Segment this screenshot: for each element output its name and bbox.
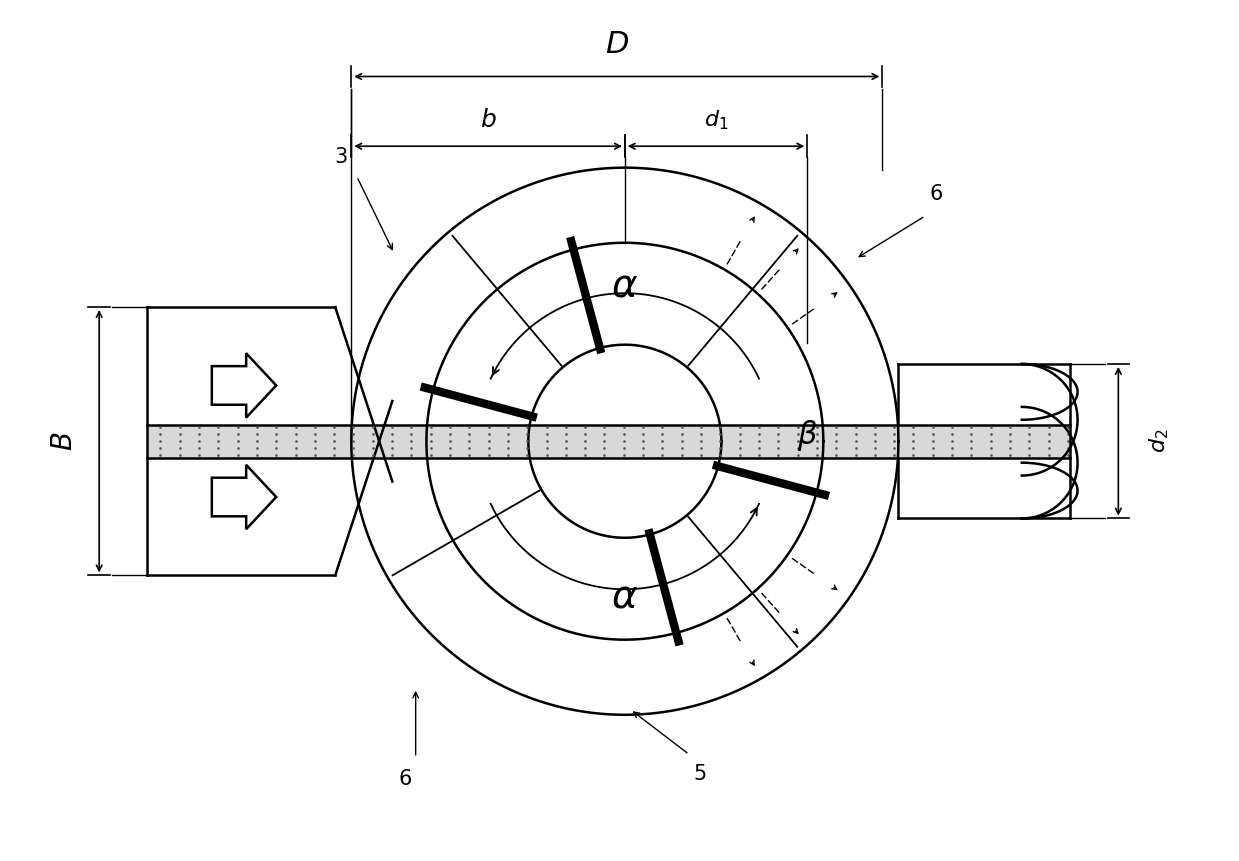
Text: 6: 6 <box>929 184 943 205</box>
Text: $\alpha$: $\alpha$ <box>611 579 638 616</box>
Text: $b$: $b$ <box>479 109 497 133</box>
Text: $B$: $B$ <box>51 431 78 451</box>
Text: $\alpha$: $\alpha$ <box>611 267 638 304</box>
Text: 3: 3 <box>335 147 347 167</box>
Text: $\beta$: $\beta$ <box>797 418 818 454</box>
Bar <box>147 424 824 458</box>
Text: $d_2$: $d_2$ <box>1147 429 1171 454</box>
Text: $D$: $D$ <box>605 29 629 60</box>
Bar <box>824 424 1070 458</box>
Text: 6: 6 <box>398 769 411 790</box>
Text: 5: 5 <box>694 764 706 784</box>
Text: $d_1$: $d_1$ <box>704 108 729 133</box>
